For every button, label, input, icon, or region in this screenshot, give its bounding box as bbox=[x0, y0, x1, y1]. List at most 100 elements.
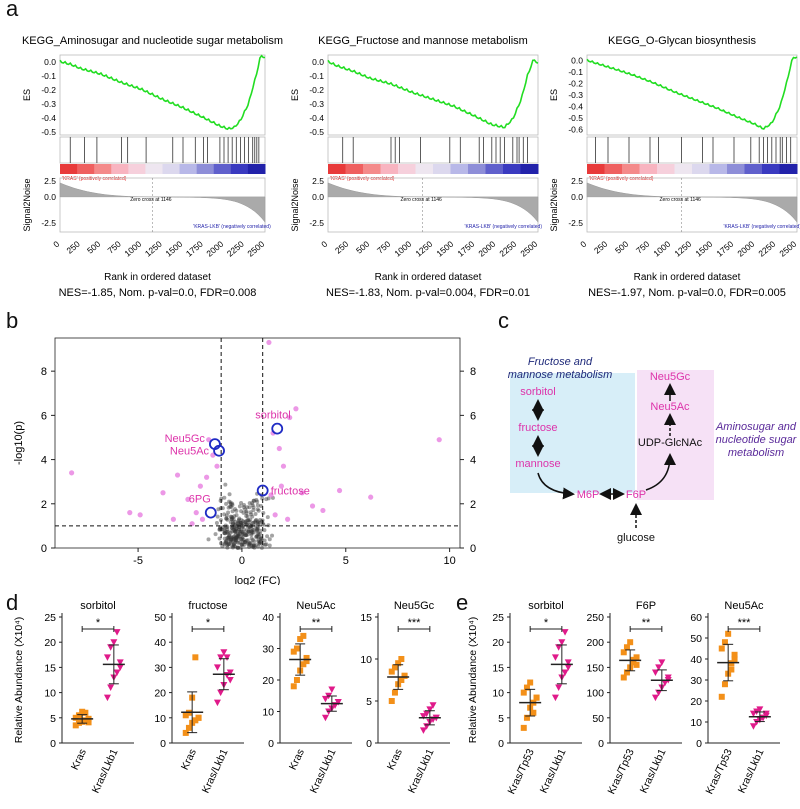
rank-colorbar-segment bbox=[468, 164, 486, 174]
point-square bbox=[388, 698, 395, 704]
group-label: Kras/Lkb1 bbox=[406, 747, 437, 795]
point bbox=[234, 535, 239, 540]
plot-title: sorbitol bbox=[528, 600, 563, 612]
rank-colorbar-segment bbox=[433, 164, 451, 174]
rank-tick: 1000 bbox=[122, 239, 143, 259]
hits-frame bbox=[327, 136, 539, 164]
es-tick: -0.4 bbox=[568, 101, 583, 111]
point-square bbox=[391, 689, 398, 696]
e-ylabel: Relative Abundance (X10⁴) bbox=[467, 617, 479, 744]
sn-axis-label: Signal2Noise bbox=[549, 178, 559, 231]
sig-point bbox=[69, 470, 75, 476]
point bbox=[255, 507, 260, 512]
rank-xlabel: Rank in ordered dataset bbox=[375, 272, 482, 283]
point bbox=[216, 507, 221, 512]
y-tick-label: 10 bbox=[360, 654, 372, 666]
rank-tick: 2250 bbox=[756, 239, 777, 259]
rank-tick: 0 bbox=[319, 239, 329, 250]
sig-point bbox=[309, 503, 316, 509]
panel-label-b: b bbox=[6, 308, 19, 333]
sig-point bbox=[336, 487, 343, 494]
y-tick-label: 15 bbox=[360, 612, 372, 624]
point-square bbox=[182, 729, 189, 736]
abundance-plot: 0 10 20 30 40 Neu5Ac Kras Kras/Lkb1 ** bbox=[262, 600, 352, 795]
point bbox=[233, 529, 238, 534]
y-tick-label: 0 bbox=[50, 738, 56, 750]
y-tick-label: 8 bbox=[41, 366, 47, 378]
point bbox=[249, 512, 254, 517]
point bbox=[253, 543, 258, 548]
point bbox=[245, 517, 250, 522]
sig-point bbox=[293, 406, 299, 412]
sig-stars: *** bbox=[738, 617, 752, 629]
aminosugar-box bbox=[637, 370, 714, 500]
rank-tick: 2000 bbox=[204, 239, 225, 259]
neg-corr-label: 'KRAS-LKB' (negatively correlated) bbox=[724, 224, 800, 230]
point bbox=[267, 537, 272, 542]
point-square bbox=[195, 714, 202, 721]
point bbox=[246, 518, 251, 523]
point bbox=[256, 508, 261, 513]
sig-point bbox=[436, 437, 442, 443]
point bbox=[229, 540, 234, 545]
point bbox=[226, 542, 231, 547]
sig-point bbox=[214, 463, 220, 469]
point-square bbox=[623, 669, 630, 676]
y-tick-label: 30 bbox=[690, 675, 702, 687]
point bbox=[230, 526, 235, 531]
point-triangle bbox=[426, 706, 434, 713]
rank-colorbar-segment bbox=[450, 164, 469, 174]
point bbox=[225, 527, 230, 532]
point bbox=[247, 505, 252, 510]
sig-stars: *** bbox=[408, 617, 422, 629]
point bbox=[247, 544, 252, 549]
point bbox=[240, 531, 245, 536]
point bbox=[235, 545, 240, 550]
point bbox=[217, 527, 222, 532]
rank-colorbar-segment bbox=[779, 164, 798, 174]
point bbox=[261, 510, 266, 515]
y-tick-label: 0 bbox=[696, 738, 702, 750]
point-square bbox=[297, 636, 304, 643]
point bbox=[232, 528, 237, 533]
point bbox=[240, 536, 245, 541]
point-square bbox=[718, 645, 725, 652]
point-square bbox=[633, 661, 640, 668]
y-tick-label: 10 bbox=[690, 717, 702, 729]
point bbox=[230, 535, 235, 540]
x-tick-label: -5 bbox=[133, 555, 143, 567]
y-tick-label: 10 bbox=[492, 688, 504, 700]
point bbox=[222, 531, 227, 536]
rank-tick: 2250 bbox=[497, 239, 518, 259]
point bbox=[225, 529, 230, 534]
point bbox=[255, 528, 260, 533]
panel-label-a: a bbox=[6, 0, 19, 21]
group-label: Kras bbox=[69, 747, 89, 772]
point bbox=[244, 510, 249, 515]
point-triangle bbox=[419, 713, 427, 720]
rank-tick: 1750 bbox=[455, 239, 476, 259]
y-tick-label: 50 bbox=[690, 633, 702, 645]
node-mannose: mannose bbox=[515, 458, 560, 470]
point bbox=[237, 527, 242, 532]
node-fructose: fructose bbox=[518, 422, 557, 434]
point bbox=[235, 534, 240, 539]
pos-corr-label: 'KRAS' (positively correlated) bbox=[589, 176, 654, 182]
rank-tick: 0 bbox=[578, 239, 588, 250]
highlight-6pg bbox=[204, 506, 217, 519]
point bbox=[234, 537, 239, 542]
point bbox=[270, 533, 275, 538]
point bbox=[237, 540, 242, 545]
rank-colorbar-segment bbox=[247, 164, 266, 174]
amino-group-title-2: nucleotide sugar bbox=[716, 434, 798, 446]
point-square bbox=[530, 709, 537, 716]
point bbox=[247, 541, 252, 546]
es-axis-label: ES bbox=[290, 89, 300, 101]
plot-title: fructose bbox=[188, 600, 227, 612]
group-label: Kras/Tp53 bbox=[606, 747, 637, 796]
sig-point bbox=[170, 516, 176, 522]
x-tick-label: 10 bbox=[443, 555, 455, 567]
point-triangle bbox=[551, 654, 559, 661]
point-square bbox=[85, 719, 92, 726]
point bbox=[222, 527, 227, 532]
